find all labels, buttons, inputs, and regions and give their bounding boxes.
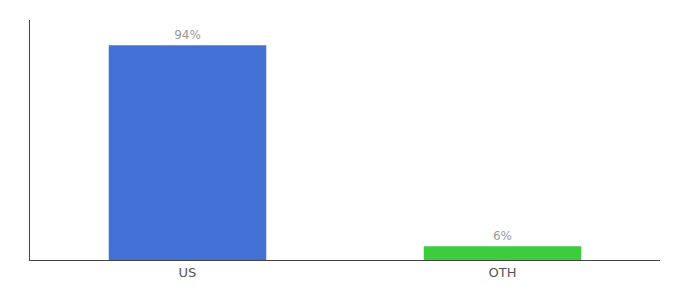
svg-text:6%: 6% (493, 229, 512, 243)
svg-text:94%: 94% (174, 28, 201, 42)
svg-text:OTH: OTH (489, 265, 517, 280)
svg-text:US: US (179, 265, 197, 280)
